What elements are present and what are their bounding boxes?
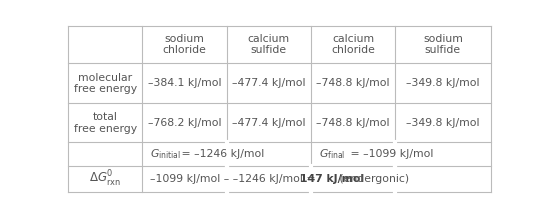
Text: –477.4 kJ/mol: –477.4 kJ/mol bbox=[232, 118, 306, 128]
Text: (endergonic): (endergonic) bbox=[336, 174, 409, 184]
Text: total
free energy: total free energy bbox=[74, 112, 137, 134]
Text: $G_{\mathrm{initial}}$: $G_{\mathrm{initial}}$ bbox=[150, 148, 181, 161]
Text: –748.8 kJ/mol: –748.8 kJ/mol bbox=[317, 78, 390, 88]
Text: –349.8 kJ/mol: –349.8 kJ/mol bbox=[406, 118, 480, 128]
Text: 147 kJ/mol: 147 kJ/mol bbox=[300, 174, 365, 184]
Text: = –1246 kJ/mol: = –1246 kJ/mol bbox=[178, 149, 264, 159]
Text: molecular
free energy: molecular free energy bbox=[74, 73, 137, 94]
Text: calcium
sulfide: calcium sulfide bbox=[247, 34, 290, 56]
Text: calcium
chloride: calcium chloride bbox=[331, 34, 375, 56]
Text: sodium
chloride: sodium chloride bbox=[162, 34, 206, 56]
Text: $\Delta G^0_{\mathrm{rxn}}$: $\Delta G^0_{\mathrm{rxn}}$ bbox=[89, 169, 121, 189]
Text: $G_{\mathrm{final}}$: $G_{\mathrm{final}}$ bbox=[319, 148, 346, 161]
Text: –1099 kJ/mol – –1246 kJ/mol =: –1099 kJ/mol – –1246 kJ/mol = bbox=[150, 174, 319, 184]
Text: = –1099 kJ/mol: = –1099 kJ/mol bbox=[347, 149, 433, 159]
Text: –384.1 kJ/mol: –384.1 kJ/mol bbox=[148, 78, 221, 88]
Text: –477.4 kJ/mol: –477.4 kJ/mol bbox=[232, 78, 306, 88]
Text: sodium
sulfide: sodium sulfide bbox=[423, 34, 463, 56]
Text: –748.8 kJ/mol: –748.8 kJ/mol bbox=[317, 118, 390, 128]
Text: –349.8 kJ/mol: –349.8 kJ/mol bbox=[406, 78, 480, 88]
Text: –768.2 kJ/mol: –768.2 kJ/mol bbox=[148, 118, 221, 128]
